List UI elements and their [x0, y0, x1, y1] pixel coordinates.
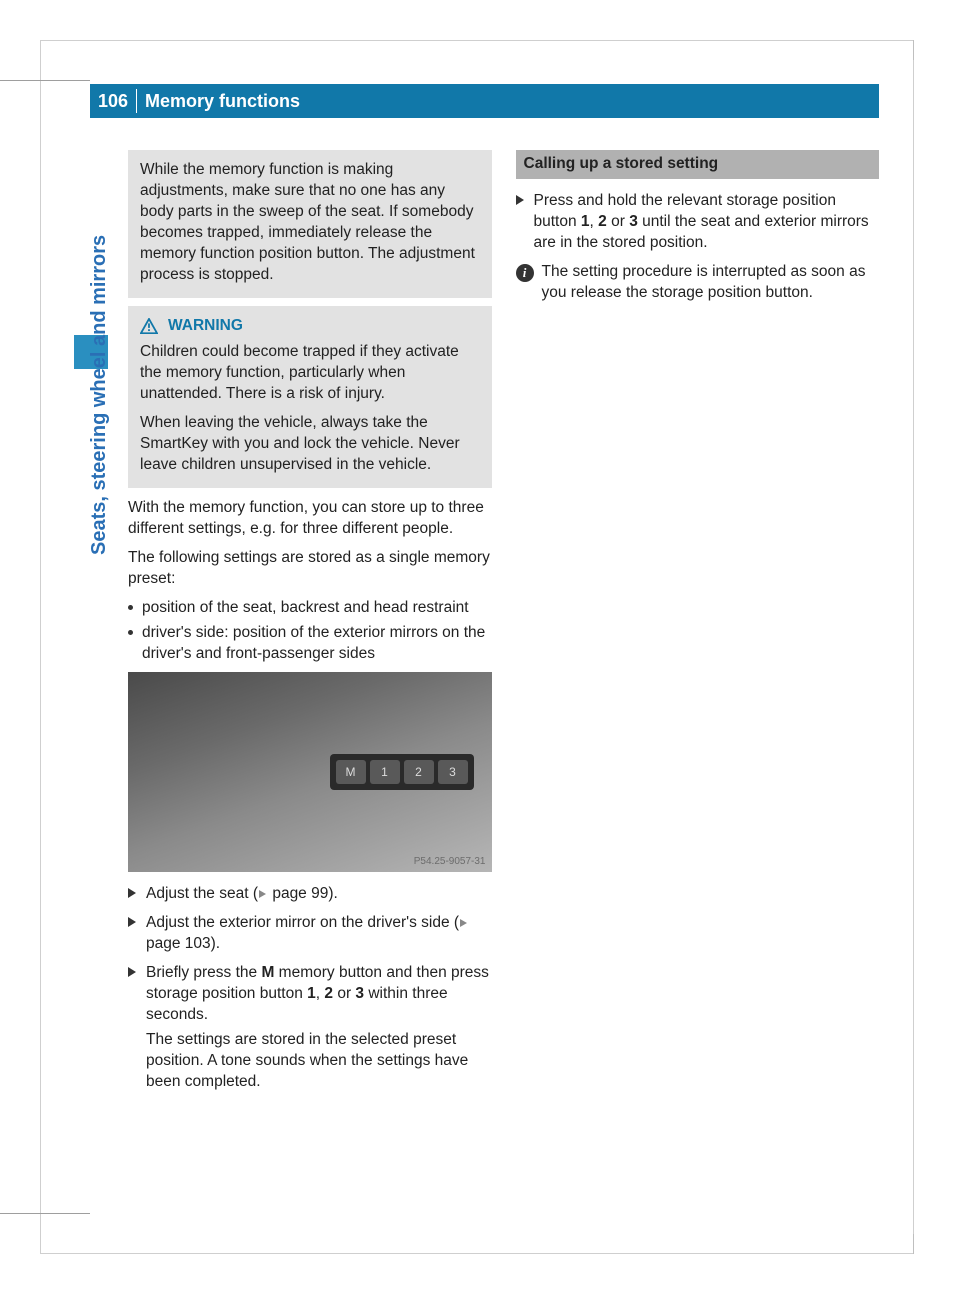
left-column: While the memory function is making adju…	[128, 150, 492, 1234]
header-title: Memory functions	[137, 91, 300, 112]
fig-button-3: 3	[438, 760, 468, 784]
info-icon: i	[516, 264, 534, 282]
intro-text: While the memory function is making adju…	[140, 161, 475, 283]
crop-mark	[894, 40, 914, 60]
bold: 3	[629, 213, 638, 230]
crop-mark	[894, 1234, 914, 1254]
body-p2: The following settings are stored as a s…	[128, 548, 492, 590]
step-result: The settings are stored in the selected …	[146, 1030, 492, 1093]
bullet-list: position of the seat, backrest and head …	[128, 598, 492, 665]
footer-rule	[0, 1213, 90, 1214]
warning-title-row: WARNING	[140, 316, 480, 337]
bullet-text: position of the seat, backrest and head …	[142, 599, 469, 616]
bold: 3	[355, 985, 364, 1002]
fig-button-m: M	[336, 760, 366, 784]
step-item: Press and hold the relevant storage posi…	[516, 191, 880, 254]
right-column: Calling up a stored setting Press and ho…	[516, 150, 880, 1234]
fig-button-2: 2	[404, 760, 434, 784]
warning-p1: Children could become trapped if they ac…	[140, 342, 480, 405]
step-text: Adjust the exterior mirror on the driver…	[146, 914, 459, 931]
warning-label: WARNING	[168, 316, 243, 337]
header-bar: 106 Memory functions	[90, 84, 879, 118]
header-rule	[0, 80, 90, 81]
step-marker-icon	[516, 195, 524, 205]
fig-button-1: 1	[370, 760, 400, 784]
step-text: Briefly press the	[146, 964, 261, 981]
side-tab-label: Seats, steering wheel and mirrors	[88, 235, 111, 555]
step-text: page 103).	[146, 935, 220, 952]
bold: 1	[307, 985, 316, 1002]
warning-triangle-icon	[140, 318, 158, 334]
bold: 2	[324, 985, 333, 1002]
bold: M	[261, 964, 274, 981]
warning-box: WARNING Children could become trapped if…	[128, 306, 492, 488]
figure-id: P54.25-9057-31	[414, 855, 486, 869]
step-item: Adjust the seat ( page 99).	[128, 884, 492, 905]
bullet-text: driver's side: position of the exterior …	[142, 624, 485, 662]
step-text: or	[333, 985, 355, 1002]
memory-buttons-figure: M 1 2 3 P54.25-9057-31	[128, 672, 492, 872]
step-text: Adjust the seat (	[146, 885, 258, 902]
body-p1: With the memory function, you can store …	[128, 498, 492, 540]
step-marker-icon	[128, 888, 136, 898]
intro-caution-box: While the memory function is making adju…	[128, 150, 492, 298]
page-ref-icon	[259, 890, 266, 898]
step-text: page 99).	[268, 885, 338, 902]
bold: 1	[581, 213, 590, 230]
section-heading: Calling up a stored setting	[516, 150, 880, 179]
step-marker-icon	[128, 917, 136, 927]
bold: 2	[598, 213, 607, 230]
step-text: ,	[590, 213, 599, 230]
page-number: 106	[90, 91, 136, 112]
list-item: position of the seat, backrest and head …	[128, 598, 492, 619]
figure-button-panel: M 1 2 3	[330, 754, 474, 790]
content-area: While the memory function is making adju…	[128, 150, 879, 1234]
step-item: Adjust the exterior mirror on the driver…	[128, 913, 492, 955]
step-marker-icon	[128, 967, 136, 977]
step-item: Briefly press the M memory button and th…	[128, 963, 492, 1093]
warning-p2: When leaving the vehicle, always take th…	[140, 413, 480, 476]
info-note: i The setting procedure is interrupted a…	[516, 262, 880, 304]
step-text: or	[607, 213, 629, 230]
page-ref-icon	[460, 919, 467, 927]
procedure-steps: Adjust the seat ( page 99). Adjust the e…	[128, 884, 492, 1092]
info-text: The setting procedure is interrupted as …	[542, 262, 880, 304]
procedure-steps: Press and hold the relevant storage posi…	[516, 191, 880, 254]
list-item: driver's side: position of the exterior …	[128, 623, 492, 665]
